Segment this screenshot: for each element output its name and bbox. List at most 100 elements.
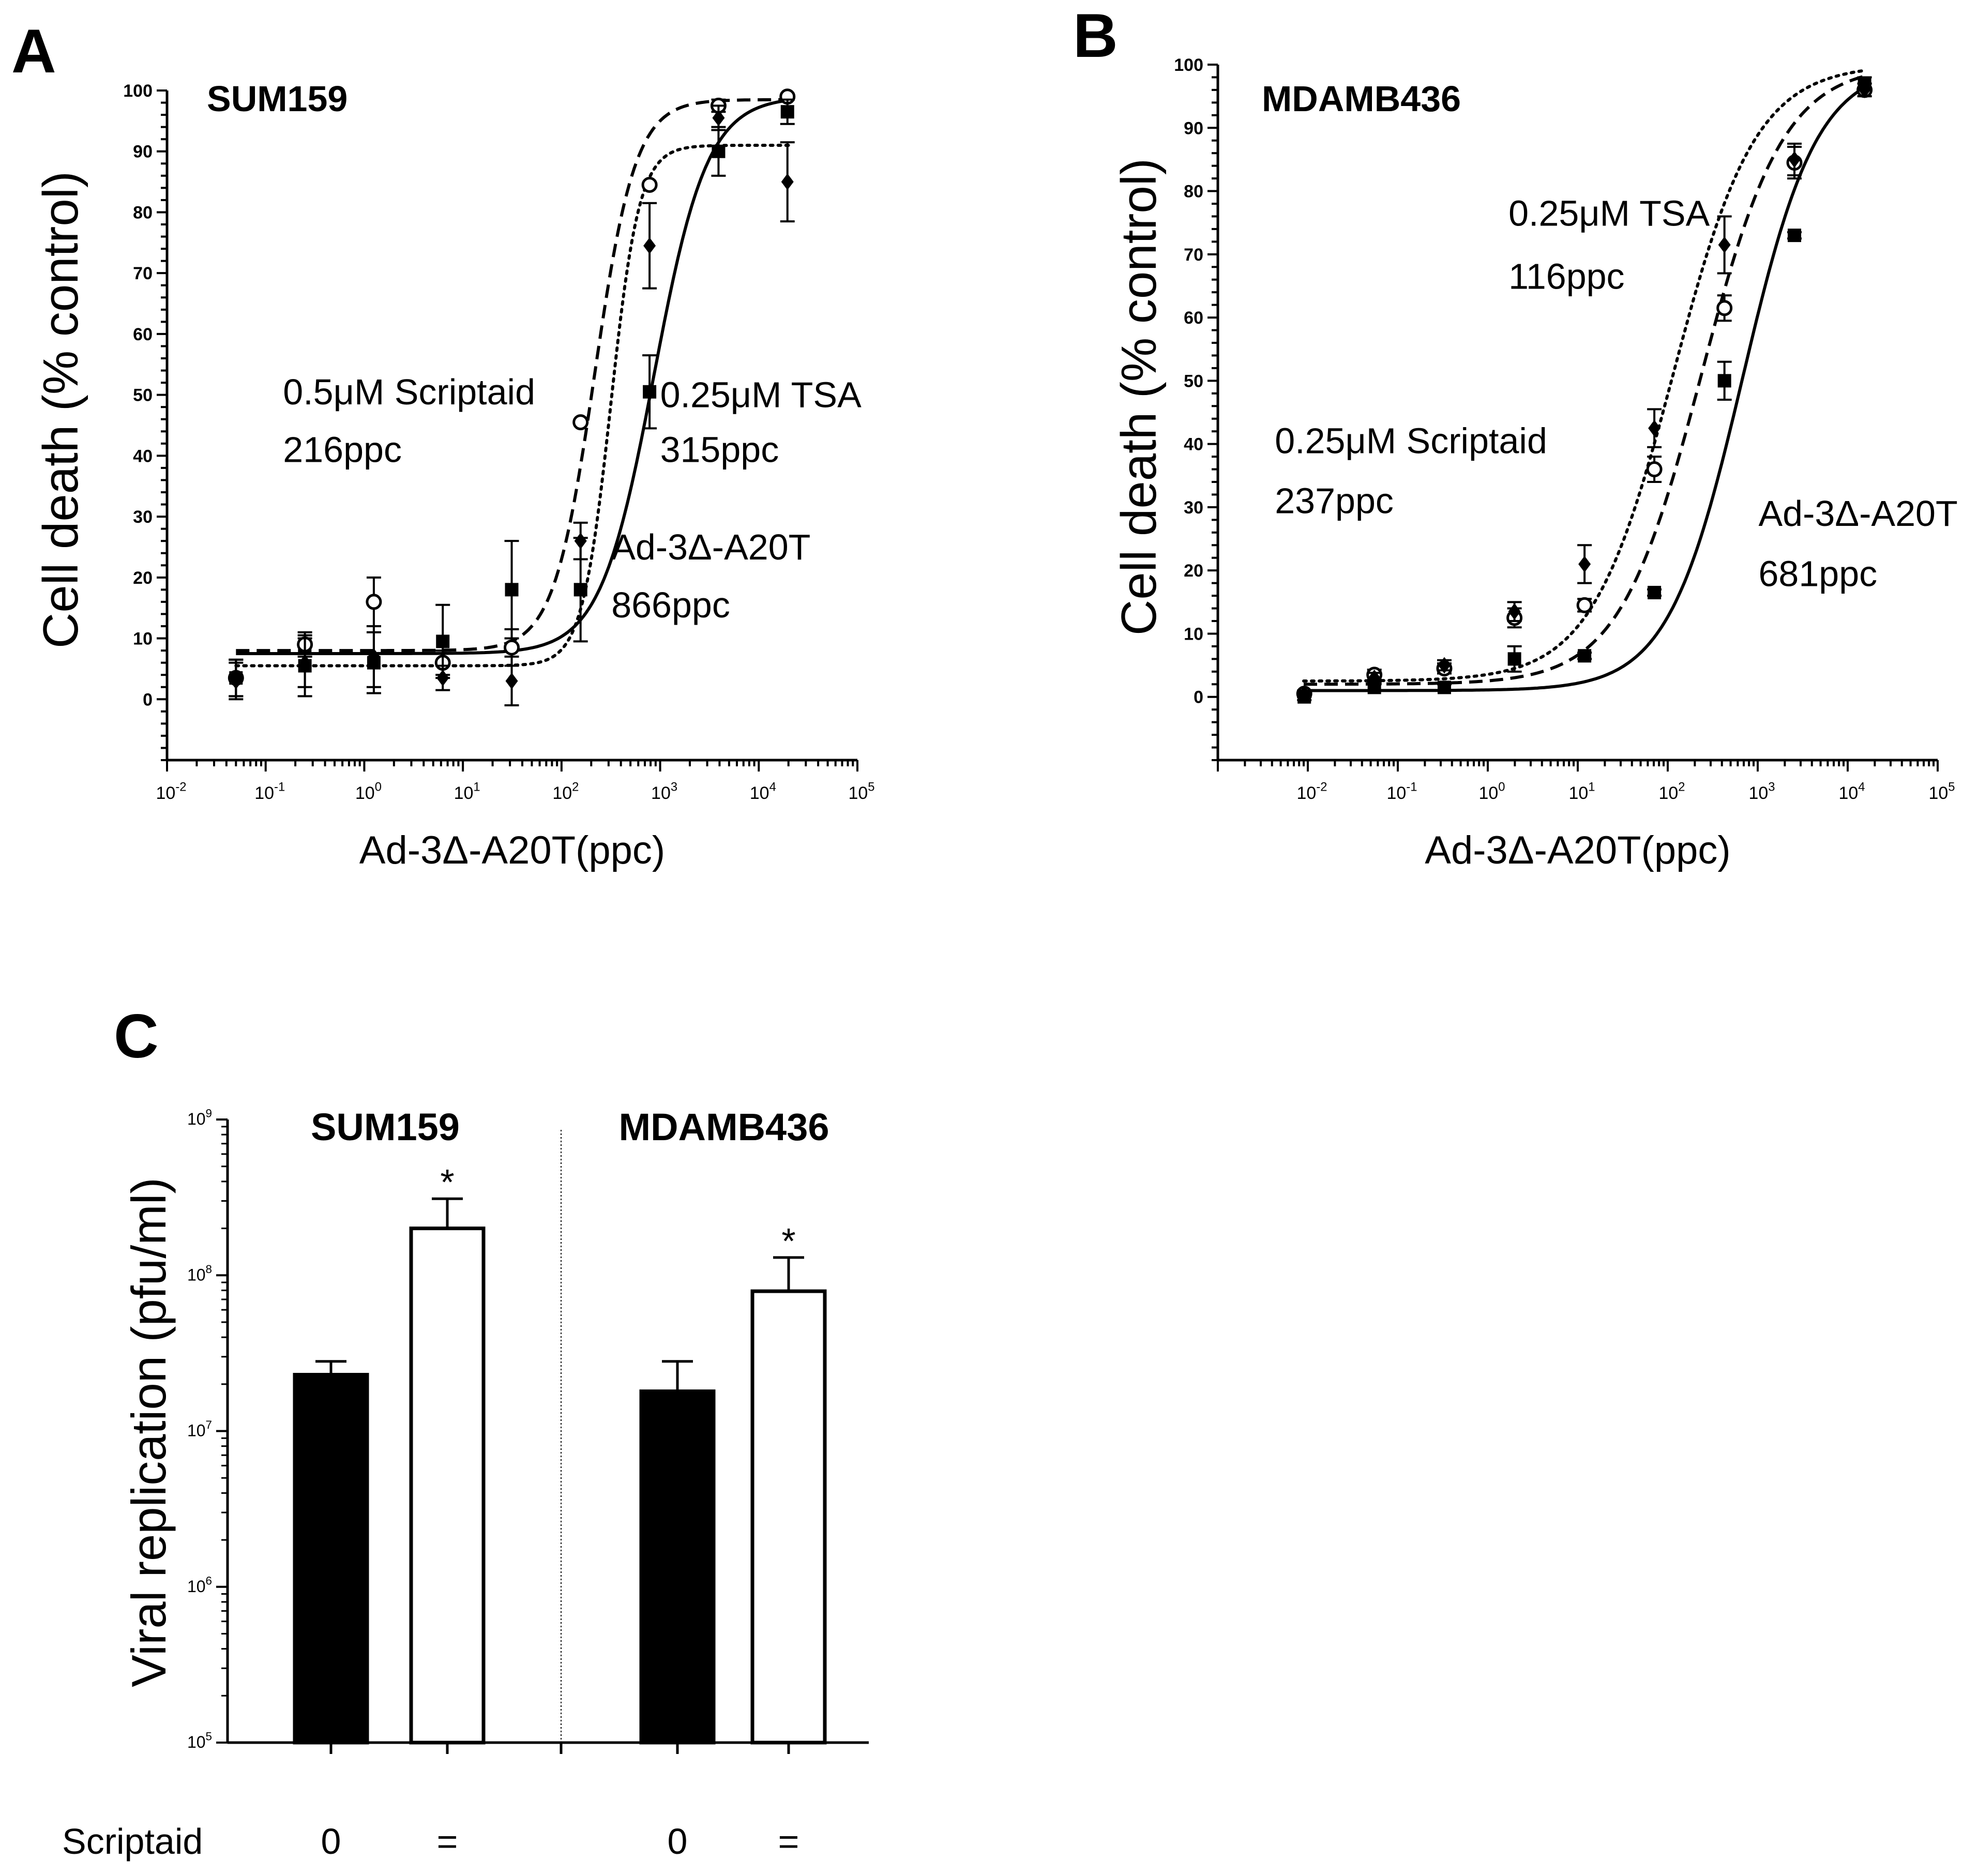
x-tick-label-base: 10 (1838, 783, 1858, 803)
x-tick-label: 104 (750, 780, 776, 803)
x-tick-label: 103 (651, 780, 677, 803)
data-point-square (1717, 374, 1731, 388)
y-tick-label: 80 (133, 203, 153, 222)
x-axis-title: Ad-3Δ-A20T(ppc) (359, 828, 665, 872)
fit-curve-circle-open (1304, 74, 1865, 686)
y-tick-label: 10 (133, 629, 153, 649)
x-tick-label: 10-1 (254, 780, 285, 803)
bar-scriptaid (750, 1289, 827, 1745)
x-tick-label-base: 10 (750, 783, 769, 803)
x-tick-label-base: 10 (254, 783, 274, 803)
row-label: Scriptaid (62, 1821, 203, 1862)
curve-annotation: 216ppc (283, 430, 402, 470)
y-tick-label-exponent: 5 (206, 1730, 212, 1743)
y-tick-label: 60 (133, 325, 153, 344)
curve-annotation: 315ppc (660, 430, 779, 470)
group-title: MDAMB436 (618, 1106, 829, 1148)
y-tick-label: 10 (1184, 624, 1203, 644)
y-tick-label: 40 (1184, 435, 1203, 455)
y-tick-label: 100 (123, 81, 153, 101)
x-tick-label: 101 (1568, 780, 1595, 803)
data-point-diamond (1648, 420, 1661, 437)
x-tick-label: 102 (552, 780, 579, 803)
x-tick-label: 105 (1928, 780, 1955, 803)
y-tick-label: 20 (133, 568, 153, 588)
category-label: = (437, 1821, 458, 1862)
x-tick-label-exponent: -1 (274, 780, 285, 794)
y-tick-label-base: 10 (187, 1733, 206, 1751)
data-point-diamond (1718, 236, 1731, 253)
y-tick-label-base: 10 (187, 1265, 206, 1284)
y-tick-label-exponent: 7 (206, 1418, 212, 1431)
panel-title: MDAMB436 (1262, 79, 1461, 119)
y-tick-label: 109 (187, 1107, 212, 1128)
y-tick-label: 100 (1174, 55, 1203, 75)
data-point-square (1788, 229, 1802, 243)
curve-annotation: 0.25μM TSA (660, 375, 862, 415)
y-tick-label: 50 (1184, 371, 1203, 391)
data-point-circle (1716, 300, 1733, 316)
group-title: SUM159 (311, 1106, 460, 1148)
x-tick-label: 100 (1478, 780, 1505, 803)
x-tick-label-base: 10 (552, 783, 572, 803)
x-tick-label-exponent: 0 (375, 780, 382, 794)
data-point-circle (366, 594, 382, 610)
data-point-square (780, 105, 794, 119)
curve-annotation: 237ppc (1275, 481, 1394, 521)
x-tick-label: 103 (1748, 780, 1775, 803)
y-tick-label: 105 (187, 1730, 212, 1751)
panel-letter: C (114, 1002, 159, 1071)
x-tick-label-exponent: 1 (473, 780, 480, 794)
bar-control (639, 1389, 716, 1745)
data-point-square (505, 583, 519, 597)
x-tick-label: 104 (1838, 780, 1865, 803)
panel-letter: B (1073, 1, 1118, 70)
x-tick-label: 102 (1658, 780, 1685, 803)
bar-scriptaid (409, 1227, 486, 1745)
y-axis-title: Cell death (% control) (1111, 158, 1167, 636)
y-tick-label: 30 (1184, 498, 1203, 518)
y-tick-label-base: 10 (187, 1577, 206, 1596)
x-tick-label-exponent: 0 (1498, 780, 1505, 794)
x-tick-label-base: 10 (454, 783, 474, 803)
x-tick-label-exponent: 4 (1858, 780, 1865, 794)
x-tick-label-exponent: 1 (1588, 780, 1595, 794)
x-tick-label-base: 10 (1478, 783, 1498, 803)
data-point-square (712, 144, 726, 158)
data-point-circle (572, 414, 589, 431)
data-point-square (643, 385, 657, 399)
data-point-square (1648, 585, 1662, 599)
curve-annotation: 0.25μM TSA (1508, 193, 1710, 233)
data-point-diamond (505, 672, 518, 689)
data-point-diamond (1438, 657, 1451, 674)
x-tick-label-exponent: 2 (1678, 780, 1685, 794)
x-tick-label-base: 10 (156, 783, 176, 803)
fit-curve-diamond (234, 144, 790, 668)
y-tick-label-exponent: 8 (206, 1263, 212, 1276)
x-tick-label-base: 10 (355, 783, 375, 803)
x-tick-label-base: 10 (1928, 783, 1948, 803)
y-tick-label: 108 (187, 1263, 212, 1284)
y-tick-label: 60 (1184, 308, 1203, 328)
data-point-diamond (712, 109, 725, 126)
data-point-circle (1646, 461, 1663, 478)
y-axis-title: Viral replication (pfu/ml) (122, 1177, 176, 1687)
data-point-diamond (1578, 555, 1591, 572)
data-point-circle (504, 639, 520, 656)
x-tick-label: 10-2 (1297, 780, 1327, 803)
data-point-circle (1576, 597, 1593, 613)
panel-title: SUM159 (207, 79, 348, 119)
y-tick-label: 90 (1184, 118, 1203, 138)
data-point-square (1578, 649, 1592, 663)
y-tick-label-exponent: 9 (206, 1107, 212, 1120)
category-label: = (778, 1821, 799, 1862)
data-point-square (1297, 690, 1311, 704)
data-point-diamond (643, 237, 656, 254)
data-point-square (1437, 680, 1451, 694)
y-tick-label-exponent: 6 (206, 1574, 212, 1587)
curve-annotation: 116ppc (1508, 256, 1624, 297)
